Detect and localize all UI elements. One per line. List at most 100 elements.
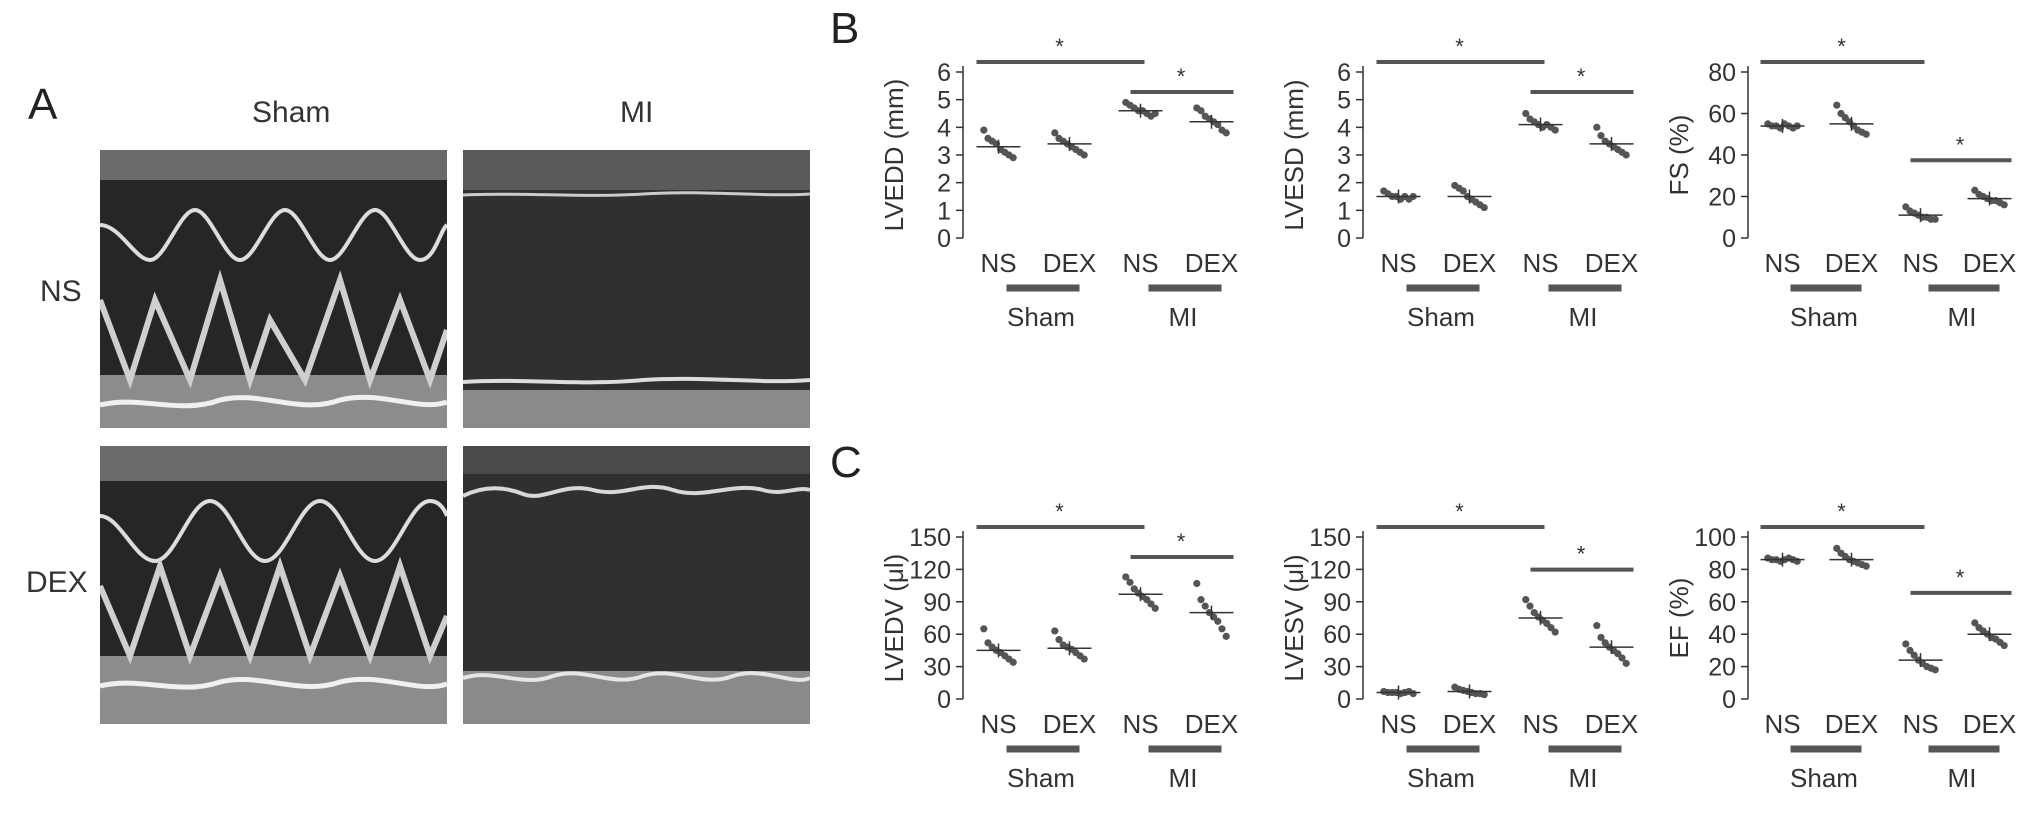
group-label: MI bbox=[1169, 763, 1198, 793]
panel-letter-a: A bbox=[28, 80, 58, 129]
echo-trace-mi-ns bbox=[463, 150, 810, 428]
data-point bbox=[1622, 151, 1630, 159]
x-group-label: NS bbox=[1902, 709, 1938, 739]
data-point bbox=[1931, 666, 1939, 674]
data-point bbox=[1910, 651, 1918, 659]
significance-star: * bbox=[1455, 34, 1464, 59]
chart-fs: FS (%) 0 20 40 60 80 * * NS DEX NS DEX Sham MI bbox=[1664, 34, 2016, 332]
y-tick-label: 3 bbox=[937, 142, 951, 170]
significance-star: * bbox=[1837, 34, 1846, 59]
significance-star: * bbox=[1577, 542, 1586, 567]
column-label-mi: MI bbox=[620, 96, 654, 129]
data-point bbox=[980, 126, 988, 134]
significance-star: * bbox=[1055, 499, 1064, 524]
y-tick-label: 40 bbox=[1708, 142, 1736, 170]
x-group-label: NS bbox=[1122, 248, 1158, 278]
x-group-label: DEX bbox=[1585, 248, 1638, 278]
data-point bbox=[1151, 604, 1159, 612]
y-tick-label: 6 bbox=[937, 59, 951, 87]
x-group-label: NS bbox=[980, 248, 1016, 278]
y-tick-label: 4 bbox=[1337, 114, 1351, 142]
y-tick-label: 80 bbox=[1708, 556, 1736, 584]
x-group-label: DEX bbox=[1963, 248, 2016, 278]
data-point bbox=[1051, 129, 1059, 137]
echo-trace-sham-ns bbox=[100, 150, 447, 428]
x-group-label: NS bbox=[1380, 248, 1416, 278]
group-label: MI bbox=[1569, 763, 1598, 793]
data-point bbox=[1480, 203, 1488, 212]
y-tick-label: 1 bbox=[937, 197, 951, 225]
y-tick-label: 2 bbox=[937, 170, 951, 198]
x-group-label: NS bbox=[1522, 709, 1558, 739]
y-tick-label: 5 bbox=[937, 87, 951, 115]
data-point bbox=[980, 625, 988, 633]
y-tick-label: 0 bbox=[1337, 686, 1351, 714]
significance-star: * bbox=[1177, 529, 1186, 554]
data-point bbox=[1971, 619, 1979, 627]
y-tick-label: 100 bbox=[1694, 524, 1736, 552]
data-point bbox=[1862, 130, 1870, 138]
x-group-label: DEX bbox=[1963, 709, 2016, 739]
group-label: Sham bbox=[1407, 302, 1475, 332]
y-tick-label: 0 bbox=[1722, 225, 1736, 253]
x-group-label: DEX bbox=[1585, 709, 1638, 739]
echo-image-mi-dex bbox=[463, 446, 810, 724]
y-tick-label: 30 bbox=[923, 654, 951, 682]
y-tick-label: 60 bbox=[1708, 589, 1736, 617]
data-point bbox=[1618, 654, 1626, 662]
group-label: Sham bbox=[1790, 763, 1858, 793]
x-group-label: DEX bbox=[1185, 709, 1238, 739]
chart-lvesv: LVESV (μl) 0 30 60 90 120 150 * * NS DEX NS DEX Sham M… bbox=[1279, 499, 1638, 793]
data-point bbox=[1833, 544, 1841, 552]
data-point bbox=[1197, 596, 1205, 604]
x-group-label: NS bbox=[1380, 709, 1416, 739]
echo-image-sham-ns bbox=[100, 150, 447, 428]
group-label: MI bbox=[1948, 763, 1977, 793]
x-group-label: DEX bbox=[1443, 709, 1496, 739]
y-axis-label: LVEDD (mm) bbox=[879, 79, 909, 232]
x-group-label: NS bbox=[1122, 709, 1158, 739]
y-tick-label: 20 bbox=[1708, 654, 1736, 682]
y-axis-label: FS (%) bbox=[1664, 115, 1694, 196]
data-point bbox=[1906, 646, 1914, 654]
data-point bbox=[1193, 579, 1201, 588]
significance-star: * bbox=[1055, 34, 1064, 59]
significance-star: * bbox=[1455, 499, 1464, 524]
x-group-label: NS bbox=[980, 709, 1016, 739]
data-point bbox=[1862, 562, 1870, 570]
significance-star: * bbox=[1956, 565, 1965, 590]
group-label: Sham bbox=[1007, 763, 1075, 793]
group-label: MI bbox=[1569, 302, 1598, 332]
data-point bbox=[1597, 633, 1605, 642]
y-axis-label: LVESV (μl) bbox=[1279, 554, 1309, 681]
data-point bbox=[1080, 655, 1088, 663]
y-tick-label: 40 bbox=[1708, 621, 1736, 649]
panel-letter-b: B bbox=[830, 4, 860, 53]
significance-star: * bbox=[1177, 64, 1186, 89]
data-point bbox=[1931, 215, 1939, 223]
chart-ef: EF (%) 0 20 40 60 80 100 * * NS DEX NS DEX Sham MI bbox=[1664, 499, 2016, 793]
data-point bbox=[1551, 126, 1559, 134]
column-label-sham: Sham bbox=[252, 96, 331, 129]
y-tick-label: 1 bbox=[1337, 197, 1351, 225]
y-tick-label: 4 bbox=[937, 114, 951, 142]
x-group-label: DEX bbox=[1185, 248, 1238, 278]
data-point bbox=[1522, 109, 1530, 118]
data-point bbox=[1593, 123, 1601, 131]
data-point bbox=[1201, 602, 1209, 610]
data-point bbox=[1833, 101, 1841, 109]
data-point bbox=[1597, 132, 1605, 140]
data-point bbox=[1051, 627, 1059, 635]
data-point bbox=[1126, 578, 1134, 586]
y-tick-label: 60 bbox=[1323, 621, 1351, 649]
echo-trace-mi-dex bbox=[463, 446, 810, 724]
chart-lvedv: LVEDV (μl) 0 30 60 90 120 150 * * NS DEX NS DEX Sham M… bbox=[879, 499, 1238, 793]
x-group-label: NS bbox=[1522, 248, 1558, 278]
group-label: Sham bbox=[1790, 302, 1858, 332]
data-point bbox=[1902, 640, 1910, 648]
y-tick-label: 90 bbox=[1323, 589, 1351, 617]
data-point bbox=[1151, 109, 1159, 118]
row-label-dex: DEX bbox=[26, 566, 88, 599]
y-tick-label: 20 bbox=[1708, 184, 1736, 212]
